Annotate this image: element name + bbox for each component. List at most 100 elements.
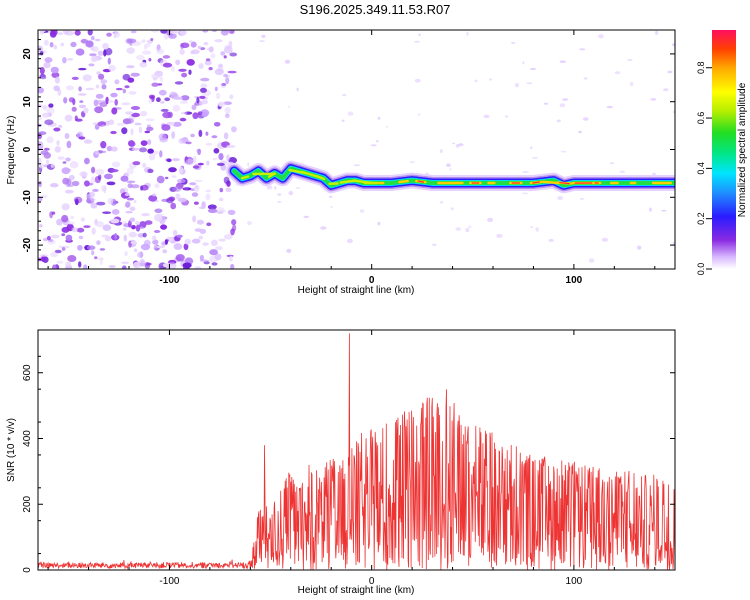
noise-speckle	[219, 187, 224, 193]
noise-speckle	[121, 127, 128, 135]
noise-speckle	[579, 197, 585, 200]
colorbar-label: Normalized spectral amplitude	[737, 82, 748, 217]
noise-speckle	[133, 248, 138, 252]
noise-speckle	[160, 30, 168, 34]
noise-speckle	[583, 77, 588, 80]
noise-speckle	[439, 201, 444, 204]
noise-speckle	[49, 42, 54, 48]
noise-speckle	[57, 156, 65, 160]
noise-speckle	[226, 154, 230, 162]
noise-speckle	[94, 38, 101, 42]
noise-speckle	[191, 49, 200, 55]
noise-speckle	[39, 224, 43, 228]
noise-speckle	[95, 150, 100, 155]
noise-speckle	[231, 126, 237, 133]
colorbar-gradient	[712, 30, 736, 269]
noise-speckle	[205, 142, 213, 146]
noise-speckle	[64, 114, 73, 122]
noise-speckle	[205, 193, 211, 201]
noise-speckle	[359, 209, 365, 213]
noise-speckle	[96, 221, 104, 228]
noise-speckle	[146, 126, 154, 131]
noise-speckle	[75, 48, 85, 56]
noise-speckle	[38, 131, 47, 136]
noise-speckle	[126, 197, 135, 201]
noise-speckle	[266, 185, 273, 190]
noise-speckle	[205, 131, 209, 136]
noise-speckle	[209, 249, 218, 256]
noise-speckle	[125, 211, 133, 214]
noise-speckle	[192, 165, 200, 169]
noise-speckle	[126, 47, 135, 54]
noise-speckle	[78, 235, 84, 240]
noise-speckle	[83, 139, 93, 144]
noise-speckle	[176, 178, 186, 184]
noise-speckle	[50, 163, 55, 168]
noise-speckle	[180, 95, 190, 101]
noise-speckle	[223, 46, 233, 54]
noise-speckle	[78, 104, 86, 109]
noise-speckle	[514, 83, 519, 88]
noise-speckle	[62, 57, 67, 64]
noise-speckle	[69, 215, 75, 220]
noise-speckle	[202, 242, 209, 246]
noise-speckle	[108, 64, 116, 72]
noise-speckle	[225, 187, 232, 193]
noise-speckle	[138, 126, 143, 134]
noise-speckle	[196, 96, 200, 104]
noise-speckle	[88, 63, 95, 67]
noise-speckle	[139, 61, 147, 68]
noise-speckle	[171, 131, 176, 139]
noise-speckle	[418, 113, 421, 116]
noise-speckle	[465, 227, 470, 233]
noise-speckle	[221, 83, 227, 86]
noise-speckle	[170, 202, 177, 210]
noise-speckle	[111, 107, 118, 115]
noise-speckle	[87, 199, 92, 204]
noise-speckle	[126, 65, 135, 69]
track-core-segment	[315, 175, 326, 181]
noise-speckle	[85, 40, 94, 48]
noise-speckle	[637, 245, 642, 250]
noise-speckle	[215, 246, 223, 251]
noise-speckle	[259, 40, 265, 43]
noise-speckle	[138, 147, 148, 153]
noise-speckle	[53, 85, 60, 92]
noise-speckle	[61, 167, 71, 175]
noise-speckle	[107, 197, 114, 205]
noise-speckle	[84, 157, 90, 165]
noise-speckle	[99, 102, 108, 108]
noise-speckle	[521, 192, 529, 195]
noise-speckle	[101, 84, 107, 90]
noise-speckle	[38, 180, 42, 188]
noise-speckle	[78, 67, 87, 71]
noise-speckle	[181, 72, 188, 78]
noise-speckle	[159, 150, 163, 158]
noise-speckle	[53, 127, 61, 132]
noise-speckle	[189, 40, 193, 43]
noise-speckle	[87, 182, 94, 186]
noise-speckle	[504, 115, 509, 118]
noise-speckle	[192, 112, 199, 120]
noise-speckle	[216, 210, 224, 214]
noise-speckle	[121, 102, 131, 106]
noise-speckle	[188, 69, 192, 75]
noise-speckle	[40, 150, 49, 156]
noise-speckle	[82, 74, 92, 82]
noise-speckle	[113, 32, 120, 38]
noise-speckle	[56, 260, 64, 264]
noise-speckle	[130, 128, 134, 136]
y-tick-label: 0	[22, 567, 33, 573]
noise-speckle	[43, 39, 49, 46]
noise-speckle	[144, 220, 153, 225]
noise-speckle	[672, 241, 675, 246]
noise-speckle	[174, 81, 184, 85]
noise-speckle	[173, 243, 183, 251]
noise-speckle	[127, 220, 132, 228]
noise-speckle	[223, 55, 227, 59]
noise-speckle	[123, 234, 128, 242]
noise-speckle	[96, 201, 106, 206]
noise-speckle	[223, 73, 228, 78]
noise-speckle	[303, 215, 310, 218]
